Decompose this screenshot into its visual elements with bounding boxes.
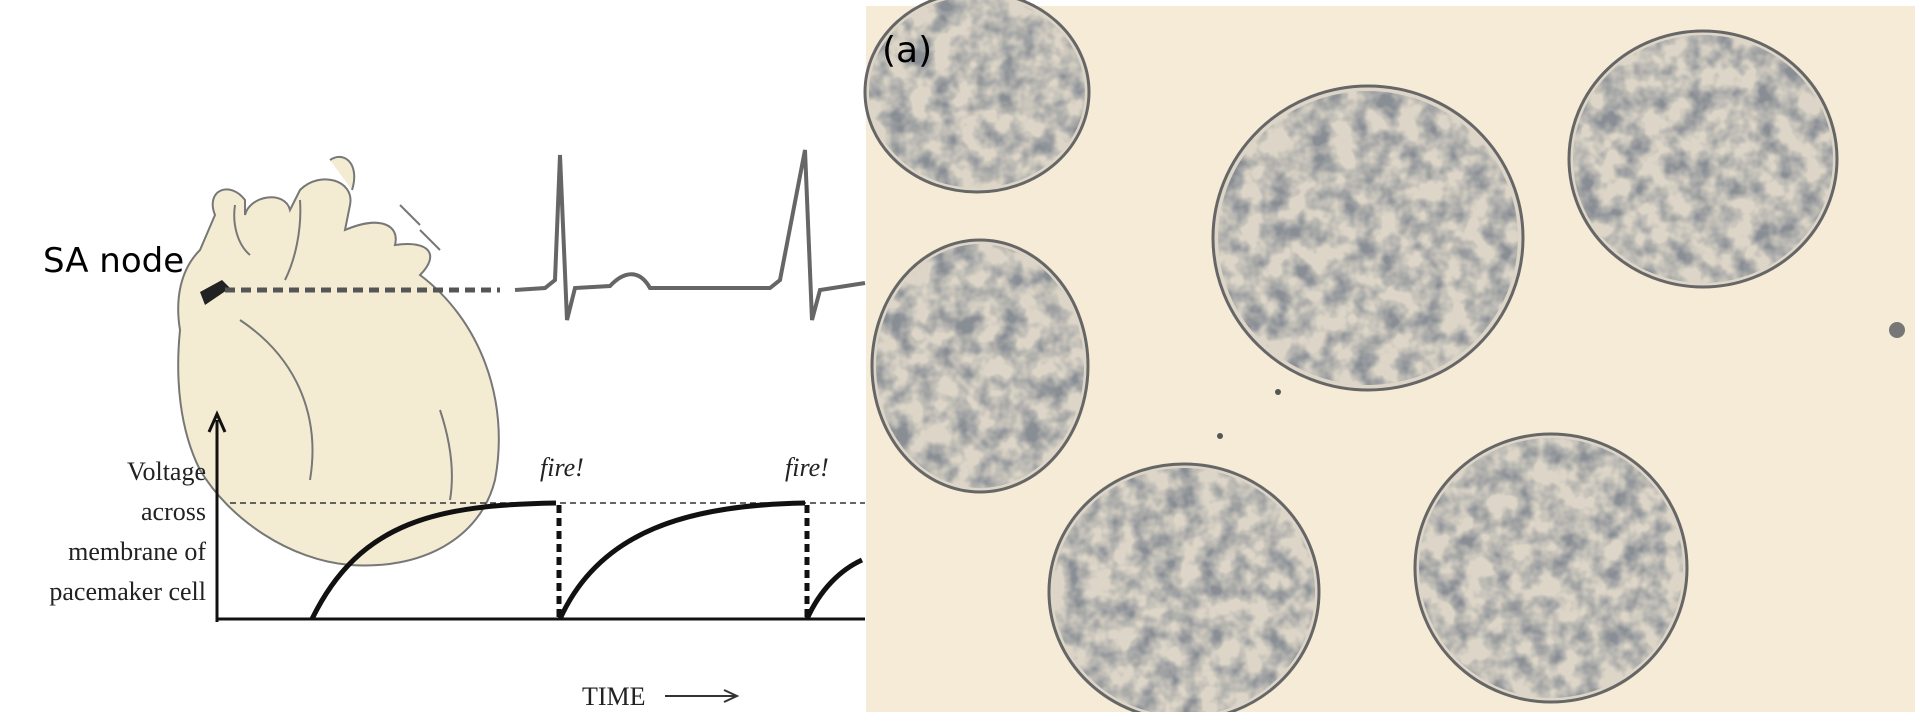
cell-texture-shape <box>1218 91 1518 385</box>
panel-label: (a) <box>882 30 932 71</box>
heart-vessel <box>233 155 453 501</box>
micrograph <box>863 0 1915 712</box>
charge-curve <box>557 500 806 621</box>
y-axis-label-line: Voltage <box>127 457 206 486</box>
charge-curve <box>804 557 864 621</box>
cell-texture-shape <box>876 244 1084 488</box>
sa-node <box>200 280 230 305</box>
charge-curve <box>309 500 557 621</box>
y-axis-label-line: membrane of <box>68 537 206 566</box>
y-axis-label-line: across <box>141 497 206 526</box>
cell-texture-shape <box>1573 35 1833 283</box>
x-axis-label: TIME <box>582 682 646 711</box>
cell-texture-shape <box>1419 438 1683 698</box>
cell-texture <box>869 0 1833 712</box>
sa-node-label: SA node <box>43 241 184 281</box>
y-axis-label: Voltage across membrane of pacemaker cel… <box>49 457 206 606</box>
heart <box>177 178 500 567</box>
fire-annotation: fire! <box>785 453 829 482</box>
y-axis-label-line: pacemaker cell <box>49 577 206 606</box>
ecg-trace <box>514 149 866 321</box>
debris <box>1275 389 1281 395</box>
fire-annotation: fire! <box>540 453 584 482</box>
debris <box>1889 322 1905 338</box>
time-arrow-head <box>723 689 740 703</box>
cell-texture-shape <box>869 0 1085 188</box>
heart-diagram <box>177 149 866 703</box>
y-axis-arrow <box>207 410 227 433</box>
debris <box>1217 433 1223 439</box>
cell-texture-shape <box>1053 468 1315 712</box>
